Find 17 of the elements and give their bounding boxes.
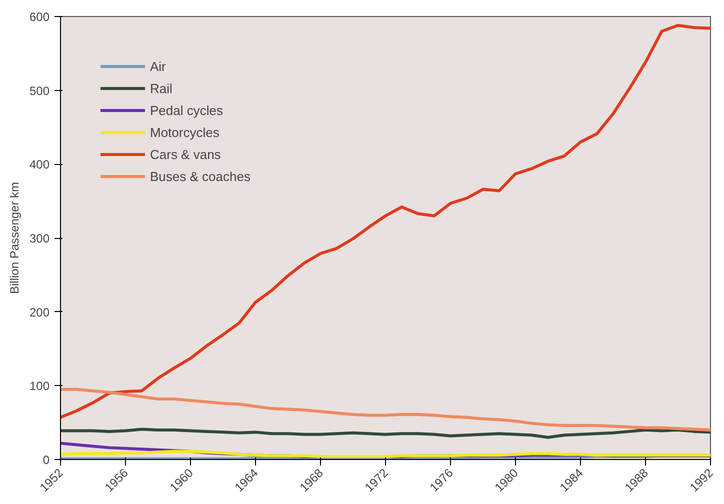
y-tick-label: 500 [29,84,50,98]
y-tick-label: 0 [42,453,50,467]
line-series [60,388,710,432]
y-axis-title: Billion Passenger km [7,182,22,294]
legend-label: Air [150,58,167,74]
y-tick-label: 600 [29,10,50,24]
legend-label: Cars & vans [150,146,221,162]
line-series [60,428,710,439]
y-tick-label: 300 [29,232,50,246]
legend-label: Rail [150,80,172,96]
y-tick-label: 100 [29,379,50,394]
legend-label: Buses & coaches [150,168,250,184]
line-series [60,24,710,419]
y-tick-label: 400 [29,158,50,172]
legend-label: Motorcycles [150,124,220,140]
y-tick-label: 200 [29,305,50,320]
legend-label: Pedal cycles [150,102,223,118]
